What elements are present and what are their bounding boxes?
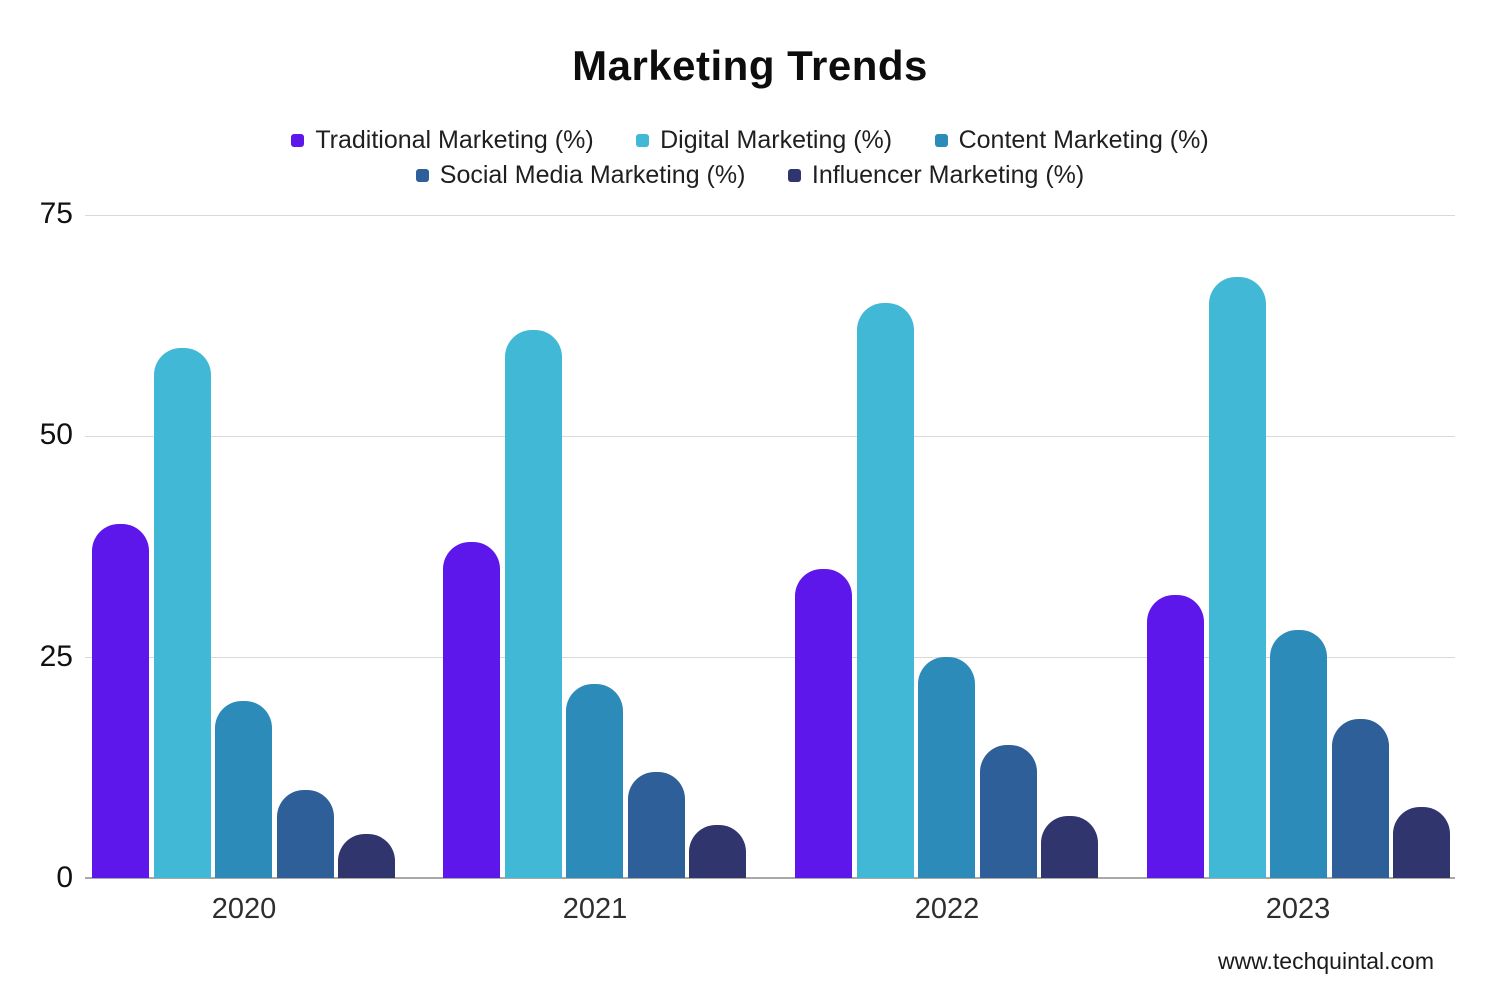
x-axis-tick-2020: 2020 (211, 893, 277, 925)
gridline-50 (85, 436, 1455, 437)
bar-influencer-marketing-2022 (1041, 816, 1098, 878)
bar-influencer-marketing-2023 (1393, 807, 1450, 878)
legend-row-2: Social Media Marketing (%) Influencer Ma… (0, 161, 1500, 190)
legend-marker-digital-marketing-icon (636, 134, 650, 147)
bar-content-marketing-2021 (566, 684, 623, 878)
legend-item-influencer-marketing: Influencer Marketing (%) (787, 161, 1085, 190)
footer-website-text: www.techquintal.com (1217, 948, 1434, 974)
chart-title: Marketing Trends (572, 42, 928, 89)
legend-marker-social-media-marketing-icon (415, 169, 429, 182)
y-axis-tick-50: 50 (39, 418, 73, 451)
plot-area (85, 215, 1455, 879)
bar-traditional-marketing-2023 (1147, 595, 1204, 878)
x-axis-tick-2022: 2022 (914, 893, 980, 925)
legend-item-digital-marketing: Digital Marketing (%) (636, 126, 892, 155)
bar-digital-marketing-2022 (856, 303, 914, 878)
bar-social-media-marketing-2021 (627, 772, 685, 878)
bar-content-marketing-2023 (1270, 630, 1327, 878)
gridline-25 (85, 657, 1455, 658)
y-axis-tick-75: 75 (39, 197, 73, 230)
bar-content-marketing-2020 (215, 701, 272, 878)
y-axis-tick-25: 25 (39, 640, 73, 673)
bar-traditional-marketing-2021 (443, 542, 500, 878)
bar-group-2023 (1147, 215, 1450, 878)
bar-group-2020 (92, 215, 395, 878)
x-axis-tick-2021: 2021 (562, 893, 628, 925)
bar-traditional-marketing-2022 (795, 569, 852, 878)
bar-social-media-marketing-2023 (1331, 719, 1389, 878)
legend-label-traditional-marketing: Traditional Marketing (%) (315, 126, 594, 154)
legend-marker-content-marketing-icon (934, 134, 948, 147)
bar-social-media-marketing-2020 (276, 790, 334, 878)
bar-digital-marketing-2020 (153, 348, 211, 878)
legend-label-influencer-marketing: Influencer Marketing (%) (811, 161, 1085, 189)
legend-row-1: Traditional Marketing (%) Digital Market… (0, 126, 1500, 155)
bar-digital-marketing-2023 (1208, 277, 1266, 878)
bar-content-marketing-2022 (918, 657, 975, 878)
legend-marker-traditional-marketing-icon (291, 134, 305, 147)
gridline-75 (85, 215, 1455, 216)
bar-group-2021 (443, 215, 746, 878)
bar-traditional-marketing-2020 (92, 524, 149, 878)
bar-social-media-marketing-2022 (979, 745, 1037, 878)
legend-label-content-marketing: Content Marketing (%) (958, 126, 1209, 154)
x-axis-line (85, 877, 1455, 879)
legend-item-traditional-marketing: Traditional Marketing (%) (291, 126, 594, 155)
bar-influencer-marketing-2020 (338, 834, 395, 878)
legend-label-social-media-marketing: Social Media Marketing (%) (439, 161, 746, 189)
y-axis-tick-0: 0 (56, 861, 73, 894)
legend-label-digital-marketing: Digital Marketing (%) (660, 126, 893, 154)
legend-item-content-marketing: Content Marketing (%) (934, 126, 1209, 155)
legend-item-social-media-marketing: Social Media Marketing (%) (415, 161, 746, 190)
legend-marker-influencer-marketing-icon (787, 169, 801, 182)
bar-influencer-marketing-2021 (689, 825, 746, 878)
bar-group-2022 (795, 215, 1098, 878)
bar-digital-marketing-2021 (504, 330, 562, 878)
x-axis-tick-2023: 2023 (1265, 893, 1331, 925)
